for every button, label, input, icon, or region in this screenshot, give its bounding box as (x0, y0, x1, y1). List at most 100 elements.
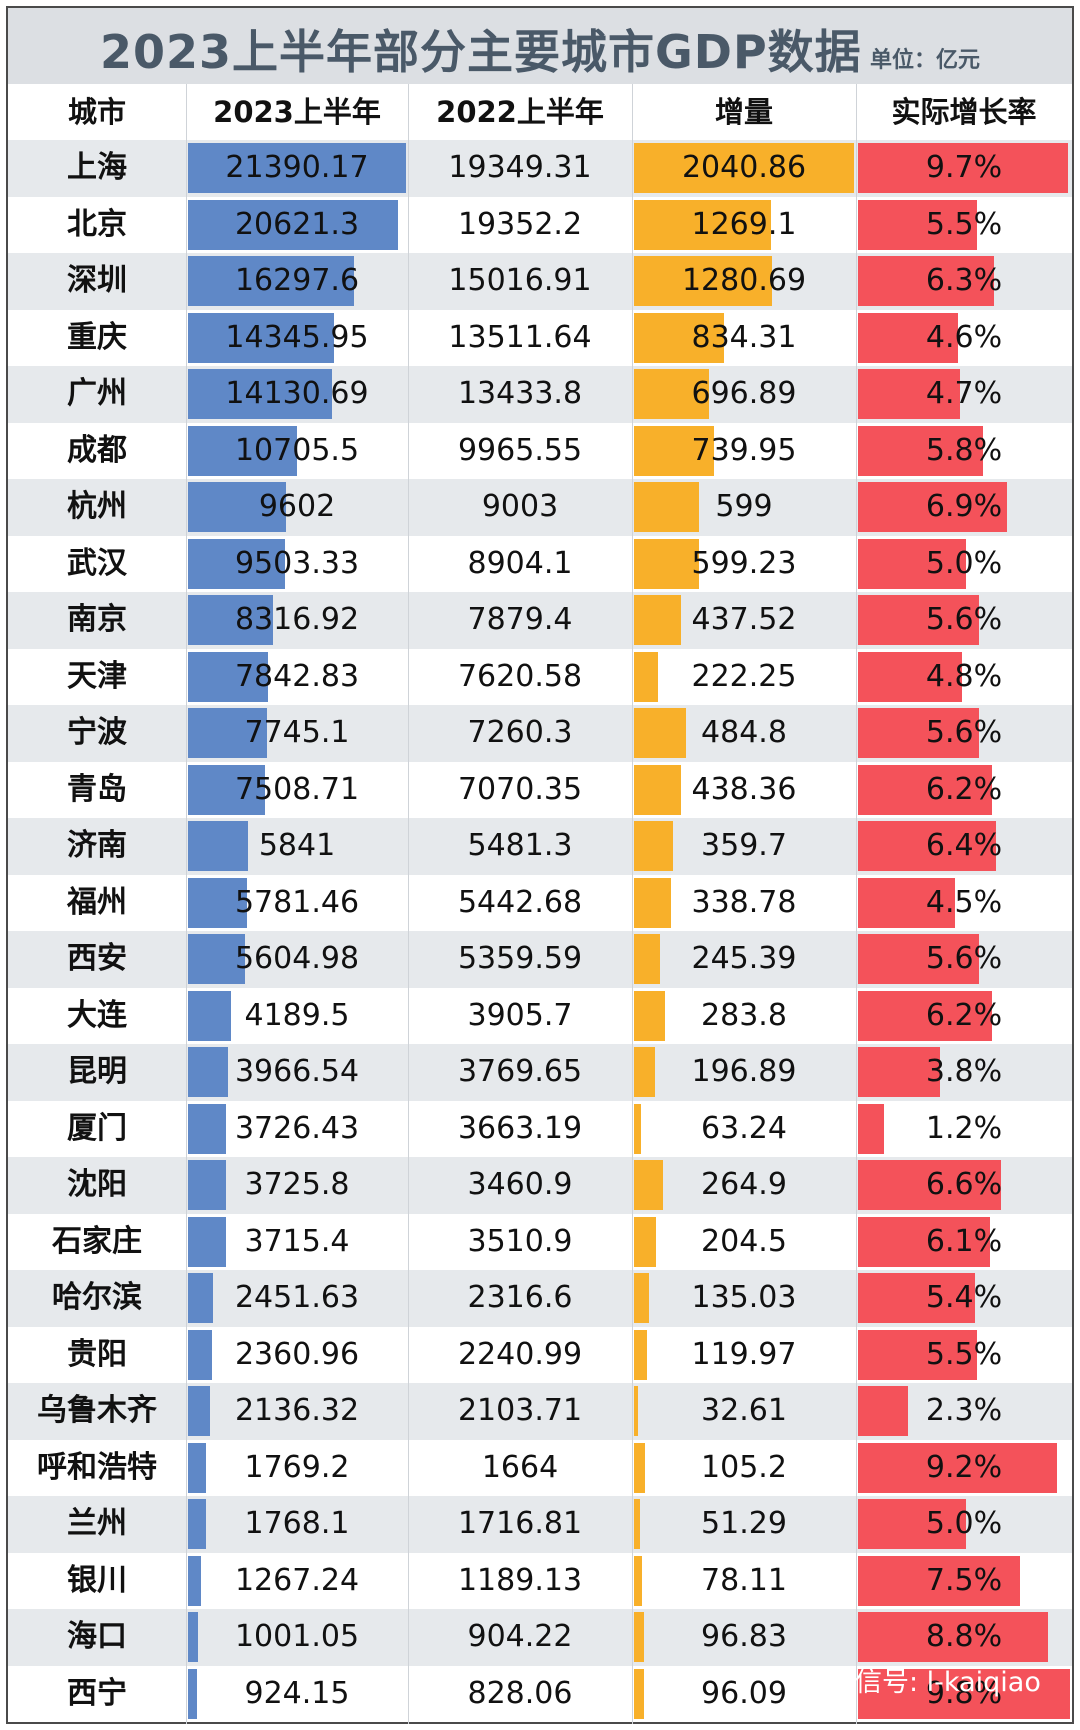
growth-bar (858, 1273, 975, 1323)
city-name: 厦门 (67, 1110, 127, 1146)
increase-value: 245.39 (691, 941, 797, 976)
cell-gdp2023: 7745.1 (186, 705, 408, 762)
cell-increase: 1280.69 (632, 253, 856, 310)
growth-value: 5.6% (925, 602, 1003, 637)
gdp2022-value: 3769.65 (457, 1054, 583, 1089)
gdp2023-value: 2136.32 (234, 1393, 360, 1428)
growth-bar (858, 1216, 990, 1267)
city-name: 沈阳 (67, 1167, 127, 1202)
cell-growth: 1.2% (856, 1101, 1072, 1158)
gdp2023-bar (188, 482, 286, 532)
growth-value: 2.3% (925, 1393, 1003, 1428)
increase-value: 204.5 (701, 1223, 787, 1259)
growth-bar (858, 482, 1008, 532)
growth-value: 3.8% (925, 1054, 1003, 1089)
growth-bar (858, 764, 993, 815)
header-city: 城市 (67, 95, 126, 129)
growth-bar (858, 1668, 1070, 1719)
city-name: 海口 (67, 1619, 127, 1654)
city-name: 大连 (67, 997, 127, 1033)
increase-bar (634, 821, 673, 871)
cell-city: 哈尔滨 (8, 1270, 186, 1327)
cell-gdp2023: 5604.98 (186, 931, 408, 988)
cell-growth: 9.2% (856, 1440, 1072, 1497)
gdp2023-value: 7842.83 (234, 658, 360, 694)
cell-increase: 338.78 (632, 875, 856, 932)
city-name: 杭州 (67, 489, 127, 524)
growth-bar (858, 143, 1068, 193)
cell-gdp2023: 7508.71 (186, 762, 408, 819)
growth-value: 5.6% (925, 715, 1003, 750)
increase-bar (634, 1386, 638, 1436)
gdp2023-value: 5781.46 (234, 884, 360, 920)
gdp2022-value: 15016.91 (448, 263, 592, 298)
table-frame: 2023上半年部分主要城市GDP数据 单位：亿元 城市 2023上半年 2022… (6, 6, 1074, 1724)
cell-gdp2022: 1716.81 (408, 1496, 632, 1553)
table-row: 济南 5841 5481.3 359.7 6.4% (8, 818, 1072, 875)
gdp2023-value: 9503.33 (234, 545, 360, 581)
growth-bar (858, 538, 967, 589)
growth-value: 6.2% (925, 997, 1003, 1033)
cell-gdp2022: 7260.3 (408, 705, 632, 762)
growth-bar (858, 595, 980, 645)
cell-gdp2023: 21390.17 (186, 140, 408, 197)
table-row: 兰州 1768.1 1716.81 51.29 5.0% (8, 1496, 1072, 1553)
gdp2022-value: 1664 (481, 1449, 559, 1485)
cell-city: 深圳 (8, 253, 186, 310)
gdp2023-bar (188, 1216, 226, 1267)
growth-value: 5.5% (925, 206, 1003, 242)
cell-gdp2023: 1001.05 (186, 1609, 408, 1666)
table-row: 南京 8316.92 7879.4 437.52 5.6% (8, 592, 1072, 649)
increase-value: 78.11 (701, 1562, 787, 1598)
gdp2023-bar (188, 1442, 207, 1493)
cell-city: 广州 (8, 366, 186, 423)
cell-gdp2023: 16297.6 (186, 253, 408, 310)
table-row: 昆明 3966.54 3769.65 196.89 3.8% (8, 1044, 1072, 1101)
increase-value: 338.78 (691, 884, 797, 920)
growth-value: 5.8% (925, 432, 1003, 468)
cell-gdp2022: 7620.58 (408, 649, 632, 706)
cell-city: 北京 (8, 197, 186, 254)
increase-bar (634, 1442, 646, 1493)
gdp2023-bar (188, 651, 268, 702)
increase-bar (634, 256, 773, 306)
cell-growth: 5.0% (856, 1496, 1072, 1553)
cell-increase: 245.39 (632, 931, 856, 988)
cell-increase: 32.61 (632, 1383, 856, 1440)
cell-gdp2022: 13433.8 (408, 366, 632, 423)
cell-increase: 599.23 (632, 536, 856, 593)
growth-value: 7.5% (925, 1562, 1003, 1598)
increase-value: 599.23 (691, 545, 797, 581)
city-name: 西宁 (67, 1675, 127, 1711)
gdp2023-value: 1768.1 (244, 1506, 350, 1541)
gdp2022-value: 7070.35 (457, 771, 583, 807)
increase-value: 696.89 (691, 376, 797, 411)
table-row: 青岛 7508.71 7070.35 438.36 6.2% (8, 761, 1072, 819)
cell-gdp2022: 2103.71 (408, 1383, 632, 1440)
cell-growth: 6.2% (856, 988, 1072, 1045)
growth-value: 9.7% (925, 150, 1003, 185)
watermark-text: 微信号: l-kaiqiao (828, 1667, 1041, 1698)
header-increase: 增量 (714, 95, 773, 129)
table-row: 乌鲁木齐 2136.32 2103.71 32.61 2.3% (8, 1383, 1072, 1440)
increase-bar (634, 143, 854, 193)
cell-increase: 359.7 (632, 818, 856, 875)
gdp2023-value: 3726.43 (234, 1110, 360, 1146)
cell-growth: 5.5% (856, 1327, 1072, 1384)
increase-bar (634, 990, 665, 1041)
growth-value: 8.8% (925, 1619, 1003, 1654)
city-name: 济南 (67, 828, 127, 863)
gdp2023-bar (188, 1555, 201, 1606)
growth-bar (858, 1499, 967, 1549)
growth-value: 5.4% (925, 1280, 1003, 1315)
growth-bar (858, 1047, 941, 1097)
table-row: 呼和浩特 1769.2 1664 105.2 9.2% (8, 1439, 1072, 1497)
gdp2022-value: 13433.8 (457, 376, 583, 411)
table-row: 上海 21390.17 19349.31 2040.86 9.7% (8, 140, 1072, 197)
cell-gdp2022: 3905.7 (408, 988, 632, 1045)
increase-value: 119.97 (691, 1336, 797, 1372)
gdp2022-value: 1189.13 (457, 1562, 583, 1598)
cell-gdp2022: 7879.4 (408, 592, 632, 649)
increase-bar (634, 877, 671, 928)
gdp2023-bar (188, 1612, 199, 1662)
